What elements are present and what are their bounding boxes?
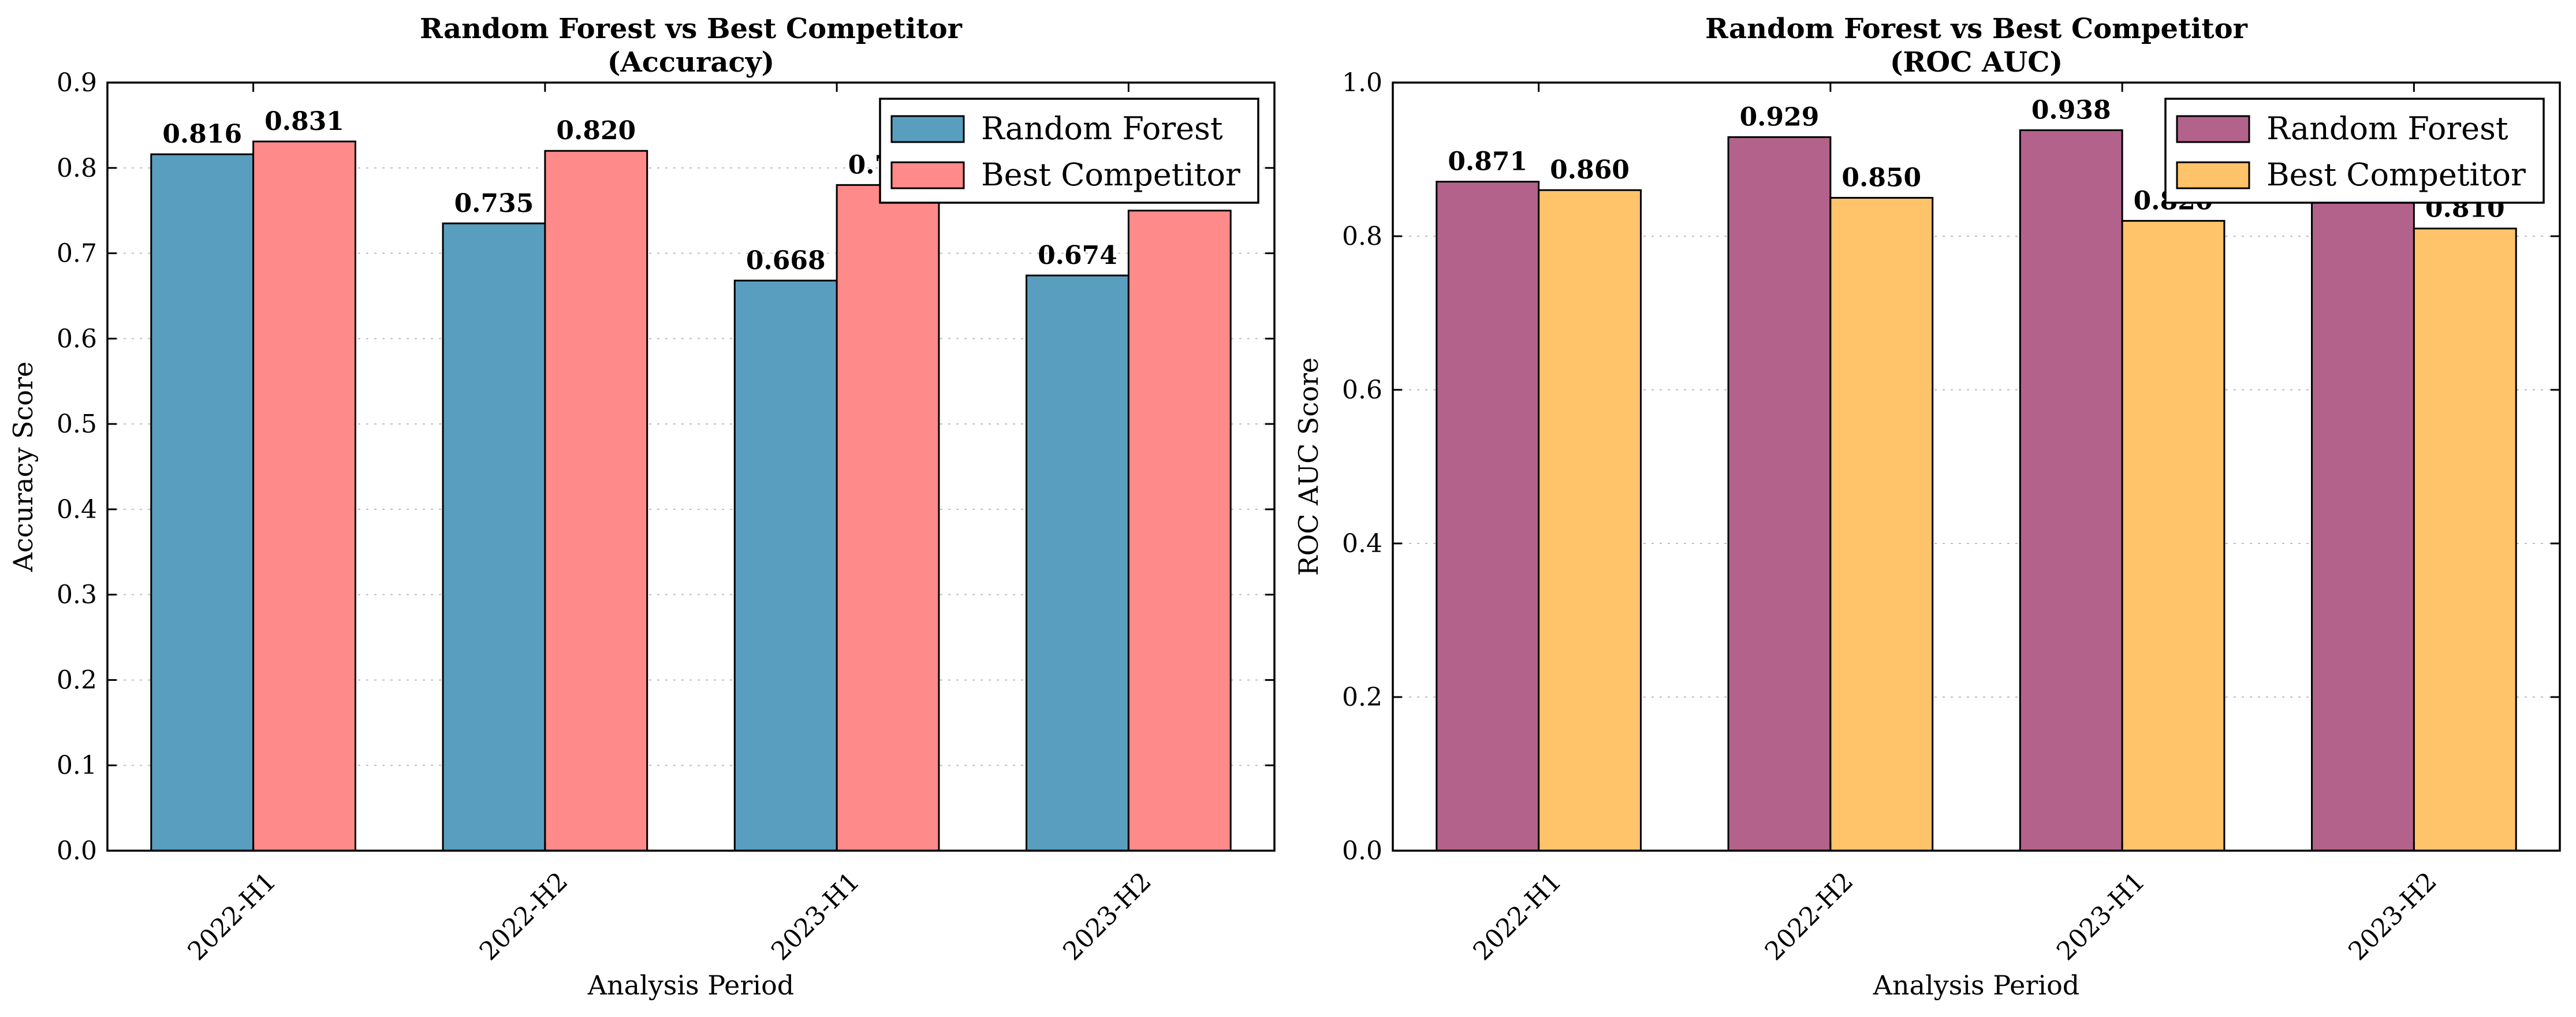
legend: Random Forest Best Competitor bbox=[879, 98, 1259, 204]
bar-best-competitor bbox=[1538, 189, 1642, 852]
y-tick-label: 0.4 bbox=[57, 495, 97, 524]
bar-best-competitor bbox=[1829, 197, 1934, 852]
bar-best-competitor bbox=[544, 150, 648, 852]
bar-random-forest bbox=[1727, 136, 1832, 852]
legend-swatch bbox=[890, 161, 965, 189]
y-tick-label: 0.6 bbox=[1342, 375, 1382, 405]
legend-label: Random Forest bbox=[2266, 110, 2508, 147]
bar-best-competitor bbox=[2121, 219, 2225, 852]
x-tick-label: 2023-H1 bbox=[766, 866, 866, 966]
y-tick-label: 0.0 bbox=[57, 836, 97, 866]
x-axis-label: Analysis Period bbox=[1873, 970, 2079, 1001]
bar-value-label: 0.735 bbox=[454, 189, 534, 218]
y-tick-label: 0.2 bbox=[57, 665, 97, 695]
y-tick-label: 0.4 bbox=[1342, 529, 1382, 558]
legend-label: Best Competitor bbox=[2266, 157, 2526, 193]
bar-value-label: 0.668 bbox=[746, 246, 826, 275]
y-tick-label: 0.9 bbox=[57, 68, 97, 98]
x-tick-label: 2022-H2 bbox=[474, 866, 574, 966]
bar-random-forest bbox=[150, 153, 255, 852]
bar-random-forest bbox=[2311, 143, 2415, 852]
y-tick-label: 0.3 bbox=[57, 580, 97, 610]
bar-random-forest bbox=[733, 280, 838, 852]
x-tick-label: 2022-H1 bbox=[182, 866, 282, 966]
chart-subtitle: (ROC AUC) bbox=[1890, 46, 2063, 79]
bar-random-forest bbox=[2019, 129, 2123, 852]
chart-title: Random Forest vs Best Competitor bbox=[1705, 13, 2248, 45]
legend-swatch bbox=[890, 115, 965, 143]
bar-best-competitor bbox=[1127, 210, 1232, 852]
bar-value-label: 0.674 bbox=[1038, 241, 1117, 270]
y-axis-label: ROC AUC Score bbox=[1293, 357, 1324, 576]
y-tick-label: 1.0 bbox=[1342, 68, 1382, 98]
bar-value-label: 0.820 bbox=[556, 116, 636, 146]
plot-frame bbox=[1392, 81, 2561, 852]
bar-random-forest bbox=[442, 222, 546, 852]
x-tick-label: 2023-H2 bbox=[2343, 866, 2443, 966]
bar-random-forest bbox=[1026, 274, 1129, 852]
chart-panel-2: 0.8710.9290.9380.9200.8600.8500.8200.810… bbox=[1293, 13, 2561, 1001]
y-tick-label: 0.2 bbox=[1342, 683, 1382, 712]
x-tick-label: 2023-H2 bbox=[1057, 866, 1157, 966]
bar-best-competitor bbox=[836, 184, 940, 852]
legend-label: Random Forest bbox=[981, 110, 1223, 147]
x-tick-label: 2022-H2 bbox=[1759, 866, 1859, 966]
x-axis-label: Analysis Period bbox=[587, 970, 794, 1001]
chart-subtitle: (Accuracy) bbox=[607, 46, 775, 79]
y-tick-label: 0.7 bbox=[57, 239, 97, 269]
chart-title: Random Forest vs Best Competitor bbox=[420, 13, 963, 45]
legend-label: Best Competitor bbox=[981, 157, 1240, 193]
bar-best-competitor bbox=[2413, 228, 2517, 852]
bar-value-label: 0.929 bbox=[1740, 102, 1820, 132]
bar-value-label: 0.860 bbox=[1550, 155, 1630, 185]
legend-swatch bbox=[2176, 115, 2250, 143]
x-tick-label: 2022-H1 bbox=[1467, 866, 1567, 966]
y-tick-label: 0.8 bbox=[57, 154, 97, 183]
plot-frame bbox=[106, 81, 1276, 852]
y-axis-label: Accuracy Score bbox=[8, 362, 39, 572]
bar-value-label: 0.831 bbox=[264, 107, 344, 136]
y-tick-label: 0.6 bbox=[57, 324, 97, 353]
y-tick-label: 0.1 bbox=[57, 751, 97, 780]
y-tick-label: 0.8 bbox=[1342, 222, 1382, 251]
x-tick-label: 2023-H1 bbox=[2051, 866, 2151, 966]
bar-value-label: 0.938 bbox=[2031, 95, 2111, 125]
chart-panel-1: 0.8160.7350.6680.6740.8310.8200.7800.750… bbox=[8, 13, 1276, 1001]
legend: Random Forest Best Competitor bbox=[2164, 98, 2545, 204]
legend-swatch bbox=[2176, 161, 2250, 189]
y-tick-label: 0.0 bbox=[1342, 836, 1382, 866]
y-tick-label: 0.5 bbox=[57, 409, 97, 439]
bar-value-label: 0.850 bbox=[1841, 163, 1921, 193]
bar-value-label: 0.871 bbox=[1448, 147, 1527, 177]
bar-value-label: 0.816 bbox=[162, 120, 242, 149]
bar-best-competitor bbox=[252, 140, 356, 852]
bar-random-forest bbox=[1436, 181, 1540, 852]
